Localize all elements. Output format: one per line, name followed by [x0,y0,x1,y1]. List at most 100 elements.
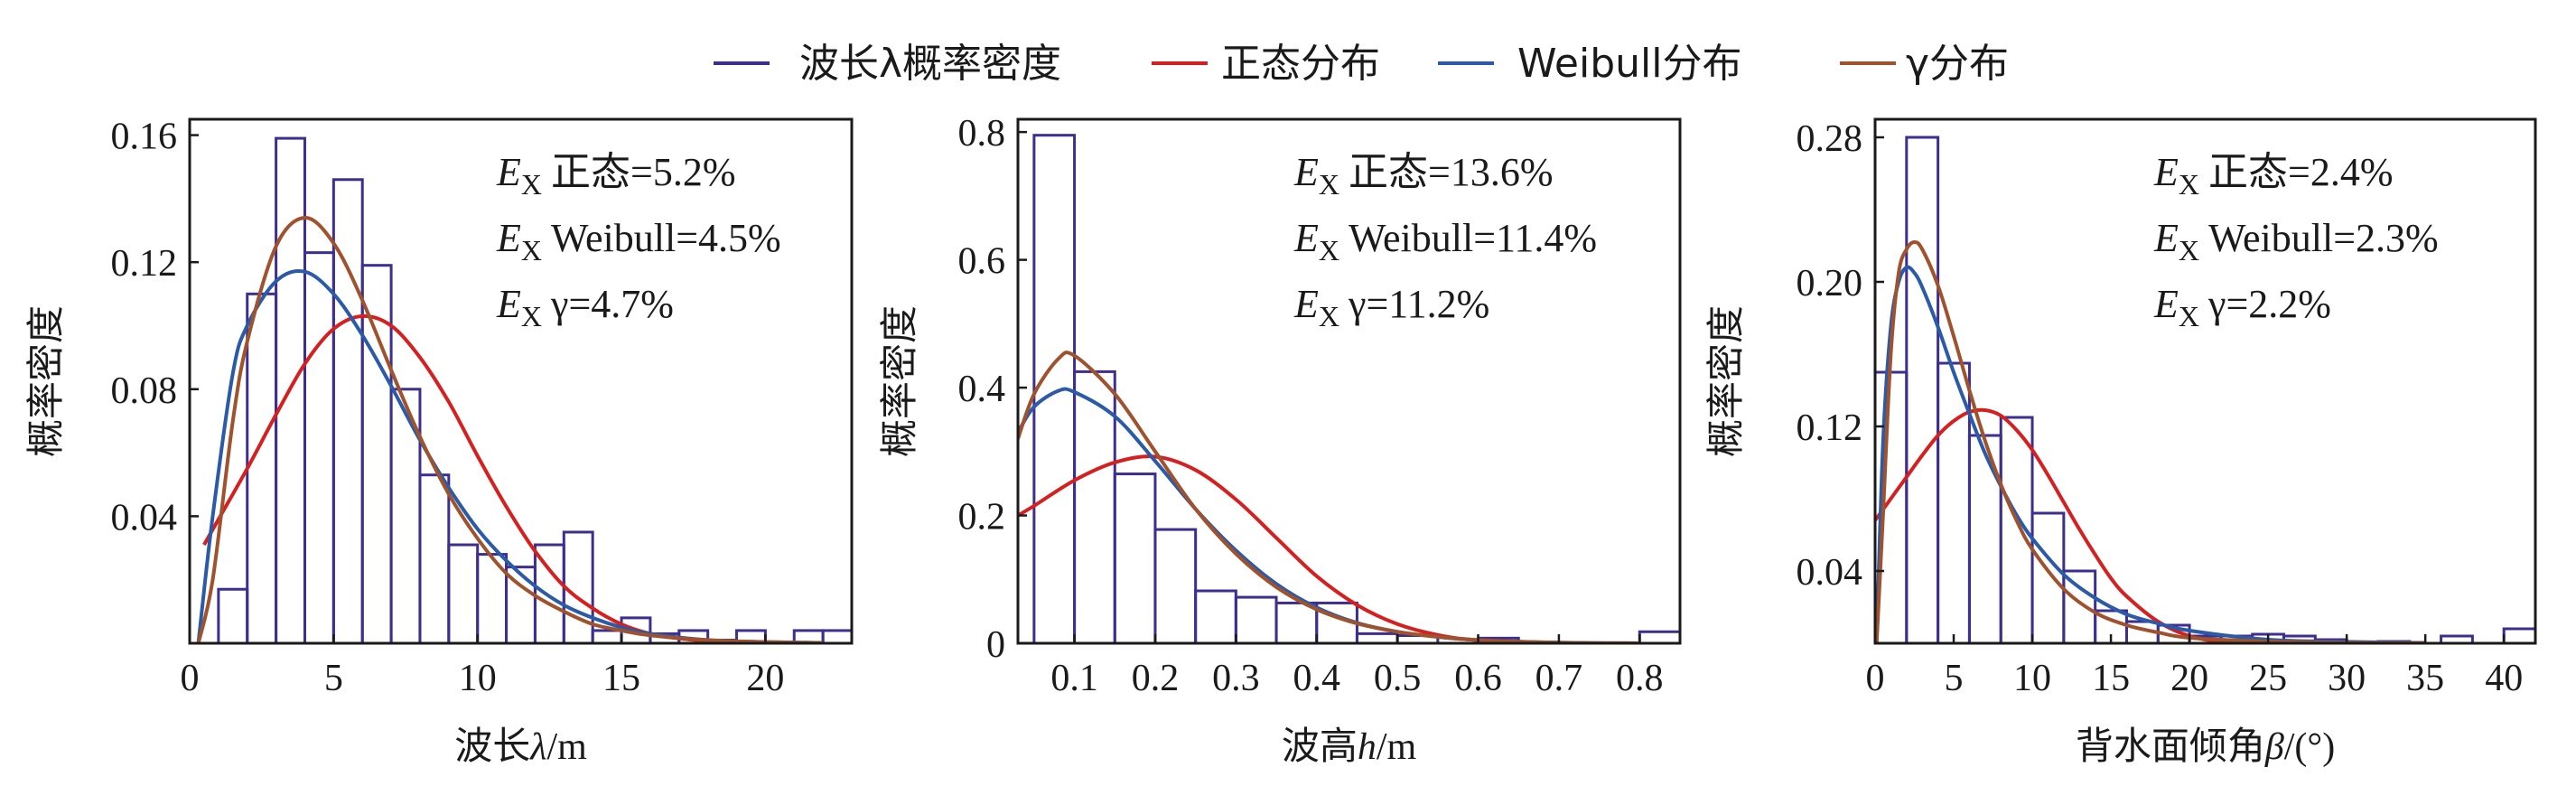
x-tick-label: 15 [2092,658,2130,699]
fit-error-annotation: EX γ=2.2% [2153,282,2331,332]
x-tick-label: 0.1 [1050,658,1098,699]
y-tick-label: 0.28 [1797,118,1863,160]
annotation-label: γ=11.2% [1348,282,1489,326]
y-tick-label: 0.04 [1797,552,1863,594]
y-tick-label: 0.08 [111,370,178,412]
x-axis-label-suffix: /(°) [2284,726,2335,768]
histogram [217,136,852,643]
x-axis-label: 波高h/m [1282,724,1417,768]
x-axis-label: 波长λ/m [454,724,587,768]
annotation-subscript: X [1319,300,1339,332]
y-tick-label: 0.20 [1797,263,1863,304]
y-tick-label: 0.16 [111,117,178,158]
histogram-bar [1355,632,1399,643]
annotation-subscript: X [2179,300,2199,332]
histogram-bar [562,530,594,643]
x-tick-label: 25 [2249,658,2287,699]
annotation-label: 正态=2.4% [2208,150,2393,194]
legend-item: 波长λ概率密度 [714,41,1061,87]
y-tick-label: 0.2 [958,497,1006,538]
x-tick-label: 10 [2013,658,2051,699]
x-axis-label-prefix: 波长 [454,724,530,768]
annotation-e: E [1293,216,1319,260]
histogram-bar [1194,589,1237,643]
annotation-subscript: X [521,168,542,201]
x-tick-label: 30 [2328,658,2366,699]
y-tick-label: 0.4 [958,369,1006,410]
fit-error-annotation: EX Weibull=4.5% [496,216,781,267]
annotation-subscript: X [2179,168,2199,201]
histogram-bar [2440,634,2474,643]
x-tick-label: 15 [602,658,640,699]
fit-curve [1875,407,2269,643]
y-axis-label: 概率密度 [1703,305,1748,457]
histogram-bar [2062,569,2097,643]
annotation-subscript: X [1319,168,1339,201]
fit-error-annotation: EX Weibull=2.3% [2153,216,2439,267]
fit-curves [1875,239,2426,643]
x-axis-label-prefix: 背水面倾角 [2076,724,2265,768]
histogram-bar [591,629,623,643]
fit-curve [1875,239,2426,643]
fit-curve [202,313,766,643]
annotation-subscript: X [1319,234,1339,267]
fit-error-annotation: EX 正态=5.2% [496,150,735,201]
histogram-bar [418,473,451,643]
histogram-bar [1153,528,1198,643]
chart-panel: 0 5 10 15 20 25 30 35 40 0.04 0.12 0.20 0.28 背水面倾角β/(… [1703,117,2537,768]
annotation-label: 正态=5.2% [551,150,735,194]
histogram-bar [1113,473,1157,643]
annotation-e: E [2153,282,2179,326]
legend-item: γ分布 [1840,41,2009,87]
annotation-e: E [496,150,521,194]
y-tick-label: 0.12 [1797,407,1863,449]
fit-curve [1018,351,1640,643]
histogram-bar [303,251,335,643]
x-tick-label: 0.8 [1616,658,1664,699]
histogram-bar [447,543,480,643]
y-tick-label: 0 [986,624,1005,666]
fit-curve [1018,387,1640,643]
histogram-bar [2502,627,2535,643]
legend-item: 正态分布 [1152,41,1380,87]
x-axis-label-prefix: 波高 [1282,724,1358,768]
x-axis-label-suffix: /m [546,726,587,768]
annotation-label: γ=2.2% [2207,282,2331,326]
x-tick-label: 0.4 [1293,658,1340,699]
histogram-bar [1234,595,1278,643]
histogram-bar [1905,136,1940,643]
x-tick-label: 20 [746,658,784,699]
annotation-subscript: X [521,300,542,332]
x-axis-label-var: h [1358,726,1377,768]
plot-frame [1873,117,2537,645]
annotation-e: E [496,216,521,260]
fit-error-annotation: EX γ=4.7% [496,282,674,332]
x-tick-label: 35 [2406,658,2444,699]
fit-error-annotation: EX 正态=13.6% [1293,150,1553,201]
fit-curve [196,268,824,643]
annotation-subscript: X [2179,234,2199,267]
legend-label: 波长λ概率密度 [799,41,1061,87]
y-axis-label: 概率密度 [877,305,921,457]
annotation-e: E [2153,150,2179,194]
legend-label: γ分布 [1906,41,2009,87]
x-tick-label: 5 [324,658,343,699]
x-tick-label: 0.2 [1132,658,1180,699]
chart-panel: 0.1 0.2 0.3 0.4 0.5 0.6 0.7 0.8 0 0.2 0.4 0.6 0.8 波高h… [877,113,1682,768]
annotation-label: γ=4.7% [550,282,674,326]
fit-curve [196,216,824,643]
plot-frame [1016,117,1682,645]
annotation-e: E [2153,216,2179,260]
annotation-e: E [1293,282,1319,326]
x-tick-label: 0.3 [1212,658,1260,699]
histogram-bar [821,629,852,643]
fit-curve [1875,265,2426,643]
x-axis-label: 背水面倾角β/(°) [2076,724,2335,768]
y-tick-label: 0.6 [958,241,1006,283]
annotation-label: Weibull=2.3% [2208,216,2439,260]
x-tick-label: 0.7 [1535,658,1583,699]
fit-error-annotation: EX γ=11.2% [1293,282,1489,332]
histogram-bar [1274,601,1319,643]
